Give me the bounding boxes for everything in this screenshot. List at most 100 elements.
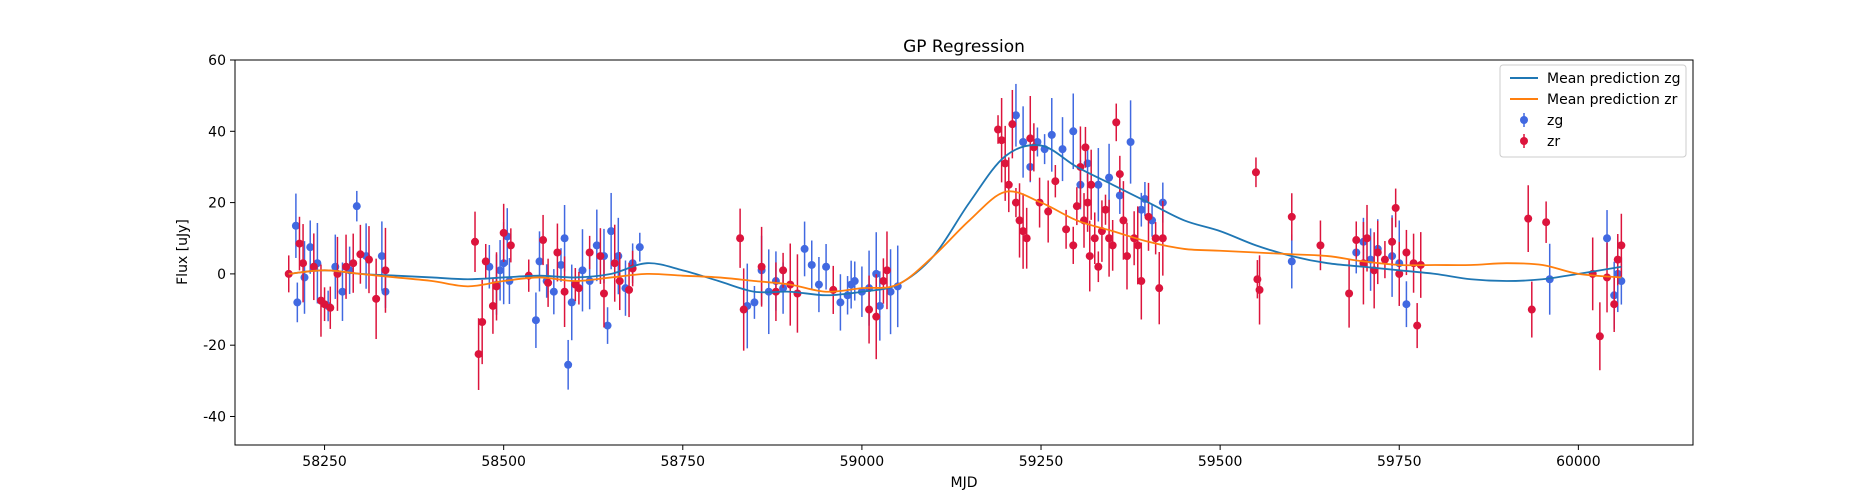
point-zg xyxy=(499,259,508,268)
point-zg xyxy=(1137,205,1146,214)
point-zr xyxy=(342,262,351,271)
point-zg xyxy=(1105,173,1114,182)
point-zg xyxy=(800,244,809,253)
axes: 58250 58500 58750 59000 59250 59500 59750 60000… xyxy=(203,53,1601,470)
point-zg xyxy=(872,269,881,278)
point-zg xyxy=(560,234,569,243)
point-zr xyxy=(1413,321,1422,330)
point-zr xyxy=(599,289,608,298)
point-zr xyxy=(1524,214,1533,223)
point-zg xyxy=(635,243,644,252)
point-zr xyxy=(481,257,490,266)
point-zr xyxy=(1019,227,1028,236)
point-zr xyxy=(492,282,501,291)
point-zr xyxy=(1122,252,1131,261)
point-zr xyxy=(356,250,365,259)
point-zg xyxy=(496,266,505,275)
point-zg xyxy=(352,202,361,211)
point-zg xyxy=(1094,180,1103,189)
point-zr xyxy=(1108,241,1117,250)
point-zg xyxy=(1287,257,1296,266)
point-zr xyxy=(1085,252,1094,261)
point-zr xyxy=(1081,143,1090,152)
point-zr xyxy=(499,228,508,237)
point-zg xyxy=(1069,127,1078,136)
x-tick-label: 58250 xyxy=(302,454,347,470)
point-zr xyxy=(488,301,497,310)
point-zg xyxy=(1011,111,1020,120)
legend-marker-zg xyxy=(1520,116,1528,124)
point-zg xyxy=(1019,137,1028,146)
point-zr xyxy=(757,262,766,271)
point-zr xyxy=(320,300,329,309)
x-tick-label: 60000 xyxy=(1556,454,1601,470)
y-axis-label: Flux [uJy] xyxy=(175,219,191,285)
point-zr xyxy=(1137,277,1146,286)
point-zr xyxy=(1352,236,1361,245)
x-tick-label: 58500 xyxy=(481,454,526,470)
point-zr xyxy=(1158,234,1167,243)
point-zg xyxy=(306,243,315,252)
point-zg xyxy=(614,252,623,261)
point-zr xyxy=(739,305,748,314)
point-zr xyxy=(1051,177,1060,186)
point-zr xyxy=(553,248,562,257)
point-zr xyxy=(381,266,390,275)
point-zr xyxy=(1595,332,1604,341)
point-zr xyxy=(1090,234,1099,243)
point-zr xyxy=(1402,248,1411,257)
point-zr xyxy=(1069,241,1078,250)
legend-label-zr: zr xyxy=(1547,134,1560,150)
x-tick-label: 59750 xyxy=(1377,454,1422,470)
point-zr xyxy=(1255,285,1264,294)
point-zr xyxy=(1062,225,1071,234)
point-zr xyxy=(1001,159,1010,168)
x-tick-label: 59000 xyxy=(840,454,885,470)
point-zr xyxy=(1011,198,1020,207)
point-zg xyxy=(822,262,831,271)
point-zr xyxy=(1112,118,1121,127)
point-zr xyxy=(372,294,381,303)
y-tick-label: 60 xyxy=(208,53,226,69)
point-zr xyxy=(1373,248,1382,257)
point-zr xyxy=(865,305,874,314)
point-zg xyxy=(564,360,573,369)
mean-prediction-line-zg xyxy=(288,144,1622,297)
point-zr xyxy=(1022,234,1031,243)
legend-label-mean-zr: Mean prediction zr xyxy=(1547,92,1678,108)
point-zr xyxy=(1617,241,1626,250)
point-zg xyxy=(377,252,386,261)
point-zr xyxy=(1072,202,1081,211)
point-zg xyxy=(338,287,347,296)
point-zr xyxy=(295,239,304,248)
point-zr xyxy=(625,285,634,294)
point-zr xyxy=(1345,289,1354,298)
point-zg xyxy=(814,280,823,289)
point-zr xyxy=(1380,255,1389,264)
point-zg xyxy=(875,301,884,310)
point-zg xyxy=(607,227,616,236)
y-tick-label: 20 xyxy=(208,196,226,212)
point-zg xyxy=(578,266,587,275)
point-zr xyxy=(615,277,624,286)
point-zr xyxy=(574,284,583,293)
point-zg xyxy=(1058,145,1067,154)
point-zr xyxy=(872,312,881,321)
x-axis-label: MJD xyxy=(951,475,978,491)
point-zr xyxy=(736,234,745,243)
x-tick-label: 59250 xyxy=(1019,454,1064,470)
point-zr xyxy=(1251,168,1260,177)
point-zg xyxy=(291,221,300,230)
point-zg xyxy=(556,260,565,269)
point-zr xyxy=(1610,300,1619,309)
point-zr xyxy=(1155,284,1164,293)
point-zr xyxy=(506,241,515,250)
point-zg xyxy=(836,298,845,307)
point-zr xyxy=(326,303,335,312)
point-zg xyxy=(850,277,859,286)
point-zr xyxy=(994,125,1003,134)
point-zg xyxy=(1047,130,1056,139)
point-zg xyxy=(1402,300,1411,309)
point-zr xyxy=(1388,237,1397,246)
